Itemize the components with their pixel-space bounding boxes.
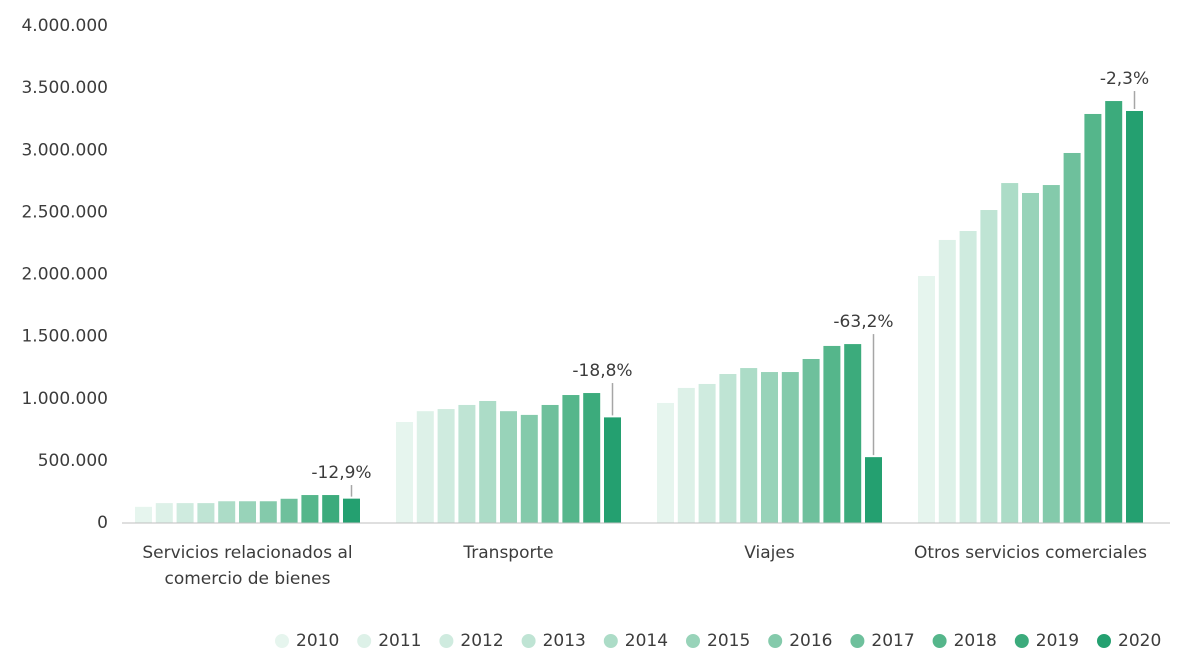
- x-tick-label: Otros servicios comerciales: [914, 543, 1147, 563]
- bar: [458, 404, 476, 523]
- x-tick-label: Servicios relacionados al comercio de bie…: [142, 543, 352, 589]
- bar: [761, 372, 778, 523]
- bar: [135, 506, 152, 523]
- bar: [698, 383, 716, 523]
- annotation: -18,8%: [572, 361, 632, 381]
- bar: [918, 275, 935, 523]
- legend-label: 2011: [378, 631, 421, 651]
- legend-label: 2016: [789, 631, 832, 651]
- legend-label: 2017: [871, 631, 914, 651]
- legend-marker: [850, 634, 865, 648]
- bar: [1063, 152, 1081, 523]
- bar: [865, 457, 882, 523]
- bar: [938, 239, 956, 523]
- legend-label: 2019: [1036, 631, 1079, 651]
- bar: [500, 411, 517, 523]
- bar: [1042, 185, 1060, 524]
- annotation: -12,9%: [311, 463, 371, 483]
- bar: [437, 409, 455, 523]
- bar: [1001, 183, 1019, 523]
- bar: [541, 404, 559, 523]
- bar: [1022, 192, 1039, 523]
- y-tick-label: 1.500.000: [21, 327, 108, 347]
- legend-label: 2014: [625, 631, 668, 651]
- bar: [802, 358, 820, 523]
- bar: [1105, 101, 1123, 523]
- legend-marker: [932, 634, 947, 648]
- legend-marker: [768, 634, 783, 648]
- bar: [583, 393, 601, 523]
- bar: [396, 421, 413, 523]
- y-tick-label: 0: [97, 513, 108, 533]
- legend-marker: [686, 634, 700, 648]
- bar: [823, 345, 841, 523]
- y-tick-label: 3.000.000: [21, 140, 108, 160]
- annotation: -2,3%: [1100, 69, 1149, 89]
- legend-marker: [603, 634, 618, 648]
- bar: [657, 402, 674, 523]
- bar: [176, 503, 194, 523]
- bar: [980, 210, 998, 523]
- bar: [719, 374, 737, 523]
- bar: [416, 411, 434, 523]
- x-tick-label: Transporte: [462, 543, 553, 563]
- bar: [520, 414, 538, 523]
- bar: [1084, 113, 1102, 524]
- y-tick-label: 500.000: [38, 451, 108, 471]
- legend-marker: [275, 634, 289, 648]
- bar: [301, 495, 319, 523]
- x-tick-label: Viajes: [744, 543, 795, 563]
- y-tick-label: 2.000.000: [21, 265, 108, 285]
- bar: [959, 231, 977, 523]
- legend-marker: [439, 634, 454, 648]
- bar: [740, 368, 758, 523]
- legend-marker: [1014, 634, 1029, 648]
- bar: [343, 498, 360, 523]
- y-tick-label: 3.500.000: [21, 78, 108, 98]
- legend-label: 2015: [707, 631, 750, 651]
- bar: [562, 395, 580, 523]
- legend-label: 2012: [460, 631, 503, 651]
- legend-label: 2020: [1118, 631, 1161, 651]
- bar: [155, 503, 173, 523]
- legend-label: 2013: [543, 631, 586, 651]
- bar: [479, 400, 497, 523]
- bar: [844, 344, 862, 523]
- y-tick-label: 2.500.000: [21, 202, 108, 222]
- bar: [280, 498, 298, 523]
- bar: [218, 501, 236, 523]
- legend-label: 2018: [954, 631, 997, 651]
- legend-label: 2010: [296, 631, 339, 651]
- annotation: -63,2%: [833, 312, 893, 332]
- bar: [322, 495, 340, 523]
- bar: [677, 387, 695, 523]
- y-tick-label: 4.000.000: [21, 16, 108, 36]
- bar: [781, 372, 799, 523]
- legend-marker: [521, 634, 536, 648]
- bar: [239, 501, 256, 523]
- bar: [1126, 110, 1143, 523]
- y-tick-label: 1.000.000: [21, 389, 108, 409]
- bar: [259, 501, 277, 523]
- legend-marker: [1097, 634, 1111, 648]
- legend-marker: [357, 634, 372, 648]
- bar: [197, 503, 215, 523]
- bar: [604, 417, 621, 523]
